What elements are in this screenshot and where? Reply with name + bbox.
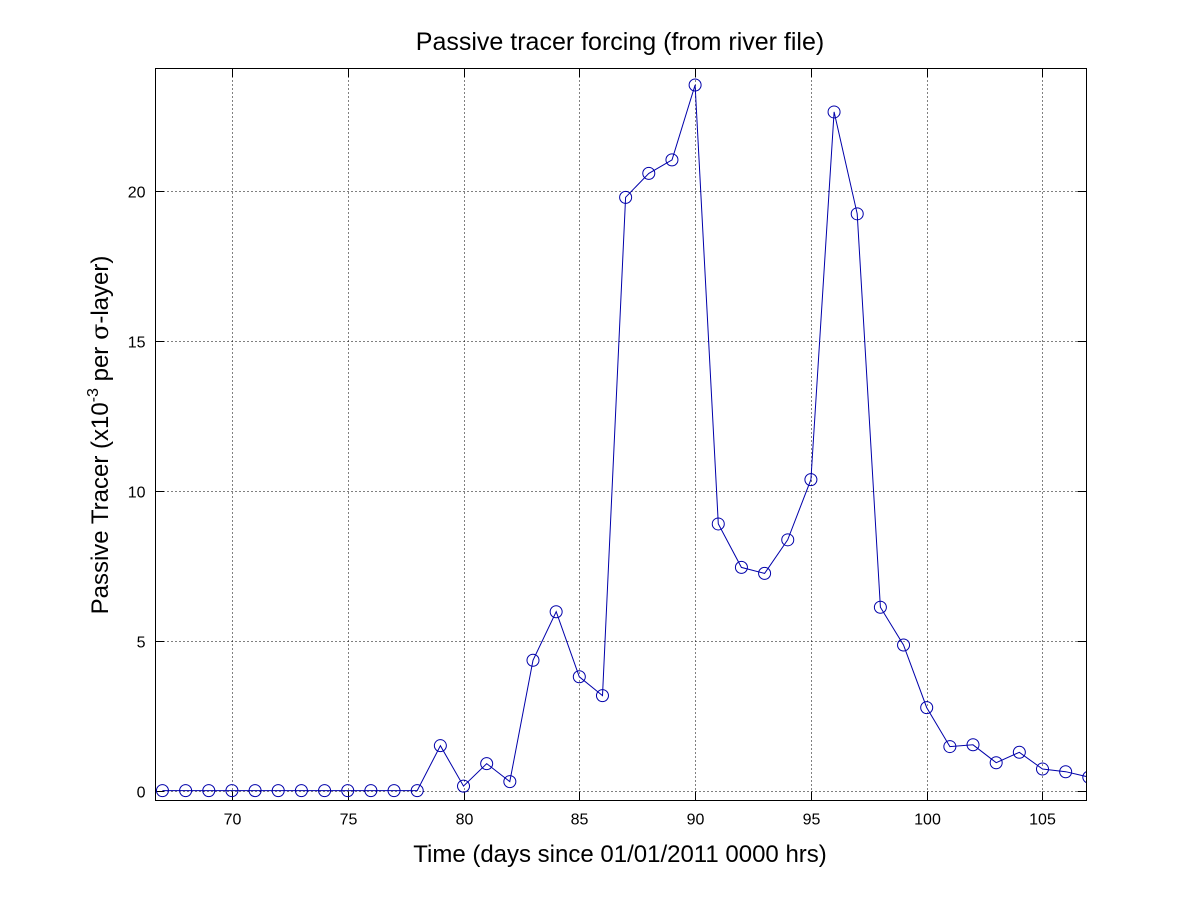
series-line [162,84,1087,792]
data-point [1082,771,1087,784]
y-tick-label: 10 [128,485,146,502]
data-point [549,605,563,619]
x-tick-label: 80 [456,812,474,829]
x-tick-label: 70 [224,812,242,829]
y-label-pre: Passive Tracer (x10 [87,402,114,614]
data-point [364,784,378,798]
data-point [1012,745,1026,759]
data-point [804,473,818,487]
y-tick-label: 0 [137,785,146,802]
data-point [294,784,308,798]
data-point [341,784,355,798]
data-point [572,670,586,684]
data-point [758,566,772,580]
data-point [202,784,216,798]
data-point [850,207,864,221]
y-tick-label: 20 [128,185,146,202]
axis-ticks: 70 75 80 85 90 95 100 105 0 5 10 15 20 [128,68,1087,829]
series [155,78,1087,798]
data-point [920,701,934,715]
x-tick-label: 100 [914,812,941,829]
data-point [179,784,193,798]
plot-frame [155,68,1087,801]
data-point [433,739,447,753]
data-point [387,784,401,798]
data-point [897,638,911,652]
data-point [781,533,795,547]
data-point [734,560,748,574]
data-point [966,738,980,752]
data-point [457,779,471,793]
data-point [642,166,656,180]
y-label-sigma: σ [86,324,114,340]
x-tick-label: 105 [1029,812,1056,829]
data-point [619,190,633,204]
data-point [1059,765,1073,779]
series-tracer [155,78,1087,798]
data-point [503,775,517,789]
data-point [688,78,702,92]
x-tick-label: 75 [340,812,358,829]
x-tick-label: 95 [803,812,821,829]
data-point [989,756,1003,770]
data-point [155,784,169,798]
chart-title: Passive tracer forcing (from river file) [416,28,824,56]
data-point [711,517,725,531]
y-tick-label: 5 [137,635,146,652]
x-tick-label: 90 [687,812,705,829]
data-point [225,784,239,798]
y-label-sup: -3 [85,388,102,402]
data-point [480,757,494,771]
data-point [943,740,957,754]
data-point [827,105,841,119]
y-axis-label: Passive Tracer (x10-3 per σ-layer) [85,256,114,615]
data-point [873,600,887,614]
y-label-post: -layer) [87,256,114,324]
data-point [248,784,262,798]
data-point [526,653,540,667]
data-point [1035,762,1049,776]
data-point [271,784,285,798]
data-point [410,784,424,798]
x-tick-label: 85 [571,812,589,829]
data-point [595,689,609,703]
data-point [665,153,679,167]
grid [155,68,1087,801]
y-tick-label: 15 [128,335,146,352]
x-axis-label: Time (days since 01/01/2011 0000 hrs) [413,841,827,868]
y-label-mid: per [87,340,114,388]
data-point [318,784,332,798]
